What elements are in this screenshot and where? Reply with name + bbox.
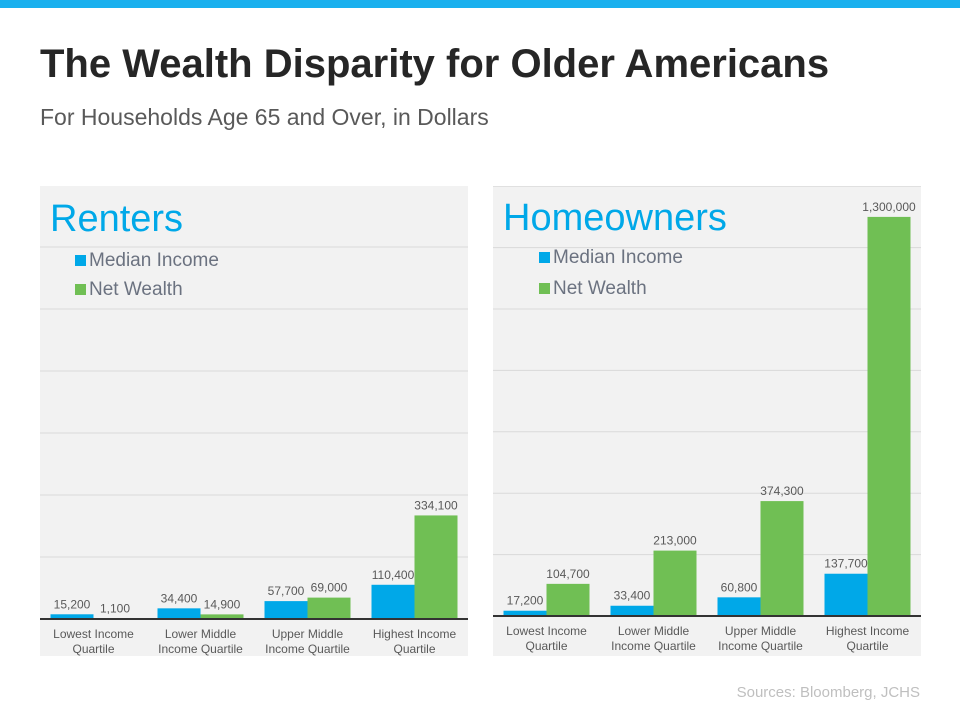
category-label: Lowest Income bbox=[53, 627, 134, 641]
category-label: Lowest Income bbox=[506, 624, 587, 638]
category-label: Quartile bbox=[525, 639, 567, 653]
bar-net-wealth bbox=[760, 501, 804, 616]
homeowners-chart: Homeowners Median Income Net Wealth 17,200 1… bbox=[493, 186, 921, 656]
legend-swatch-net-wealth bbox=[75, 284, 86, 295]
data-label: 14,900 bbox=[204, 597, 241, 611]
bar-net-wealth bbox=[414, 515, 458, 619]
legend-swatch-net-wealth bbox=[539, 283, 550, 294]
category-label: Income Quartile bbox=[265, 642, 350, 656]
top-accent-bar bbox=[0, 0, 960, 8]
page-title: The Wealth Disparity for Older Americans bbox=[40, 42, 830, 86]
data-label: 69,000 bbox=[311, 581, 348, 595]
data-label: 1,100 bbox=[100, 602, 130, 616]
bar-median-income bbox=[824, 573, 868, 616]
data-label: 57,700 bbox=[268, 584, 305, 598]
renters-chart: Renters Median Income Net Wealth 15,200 1,10… bbox=[40, 186, 468, 656]
category-label: Quartile bbox=[846, 639, 888, 653]
data-label: 15,200 bbox=[54, 597, 91, 611]
data-label: 137,700 bbox=[824, 557, 868, 571]
category-label: Highest Income bbox=[826, 624, 910, 638]
category-label: Income Quartile bbox=[158, 642, 243, 656]
legend-swatch-median-income bbox=[539, 252, 550, 263]
category-label: Upper Middle bbox=[725, 624, 797, 638]
data-label: 374,300 bbox=[760, 484, 804, 498]
data-label: 34,400 bbox=[161, 591, 198, 605]
bar-median-income bbox=[50, 614, 94, 619]
data-label: 60,800 bbox=[721, 580, 758, 594]
bar-median-income bbox=[371, 584, 415, 619]
category-label: Highest Income bbox=[373, 627, 457, 641]
data-label: 104,700 bbox=[546, 567, 590, 581]
source-note: Sources: Bloomberg, JCHS bbox=[736, 684, 920, 701]
bar-median-income bbox=[157, 608, 201, 619]
category-label: Income Quartile bbox=[611, 639, 696, 653]
legend-label: Median Income bbox=[553, 247, 683, 268]
bar-net-wealth bbox=[546, 583, 590, 616]
bar-median-income bbox=[503, 610, 547, 616]
legend-label: Median Income bbox=[89, 250, 219, 271]
chart-title: Homeowners bbox=[503, 197, 727, 239]
category-label: Lower Middle bbox=[618, 624, 690, 638]
bar-net-wealth bbox=[653, 550, 697, 616]
legend-label: Net Wealth bbox=[553, 278, 647, 299]
category-label: Quartile bbox=[72, 642, 114, 656]
category-label: Quartile bbox=[393, 642, 435, 656]
bar-net-wealth bbox=[307, 597, 351, 619]
bar-net-wealth bbox=[867, 216, 911, 616]
category-label: Upper Middle bbox=[272, 627, 344, 641]
legend-swatch-median-income bbox=[75, 255, 86, 266]
data-label: 110,400 bbox=[372, 568, 415, 582]
bar-net-wealth bbox=[200, 614, 244, 619]
legend-label: Net Wealth bbox=[89, 279, 183, 300]
data-label: 33,400 bbox=[614, 589, 651, 603]
category-label: Lower Middle bbox=[165, 627, 237, 641]
data-label: 334,100 bbox=[414, 498, 458, 512]
bar-median-income bbox=[610, 605, 654, 616]
bar-median-income bbox=[264, 601, 308, 619]
data-label: 17,200 bbox=[507, 594, 544, 608]
chart-title: Renters bbox=[50, 198, 183, 240]
data-label: 213,000 bbox=[653, 534, 697, 548]
page-subtitle: For Households Age 65 and Over, in Dolla… bbox=[40, 104, 489, 130]
bar-median-income bbox=[717, 597, 761, 616]
category-label: Income Quartile bbox=[718, 639, 803, 653]
data-label: 1,300,000 bbox=[862, 200, 916, 214]
